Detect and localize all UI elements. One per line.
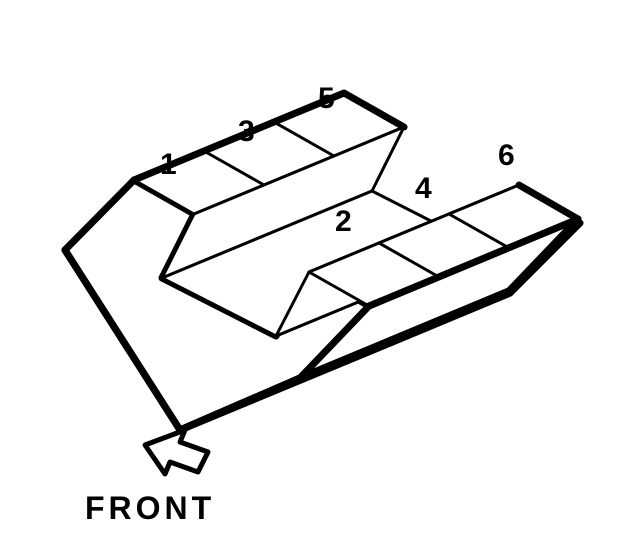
cylinder-label-3: 3 bbox=[238, 115, 255, 149]
cylinder-label-5: 5 bbox=[318, 82, 335, 116]
front-arrow bbox=[145, 430, 208, 474]
cylinder-label-4: 4 bbox=[415, 172, 432, 206]
cylinder-label-6: 6 bbox=[498, 139, 515, 173]
front-label: FRONT bbox=[85, 490, 215, 527]
cylinder-label-2: 2 bbox=[335, 205, 352, 239]
cylinder-label-1: 1 bbox=[160, 148, 177, 182]
engine-block-svg bbox=[0, 0, 634, 548]
engine-diagram: 1 3 5 2 4 6 FRONT bbox=[0, 0, 634, 548]
